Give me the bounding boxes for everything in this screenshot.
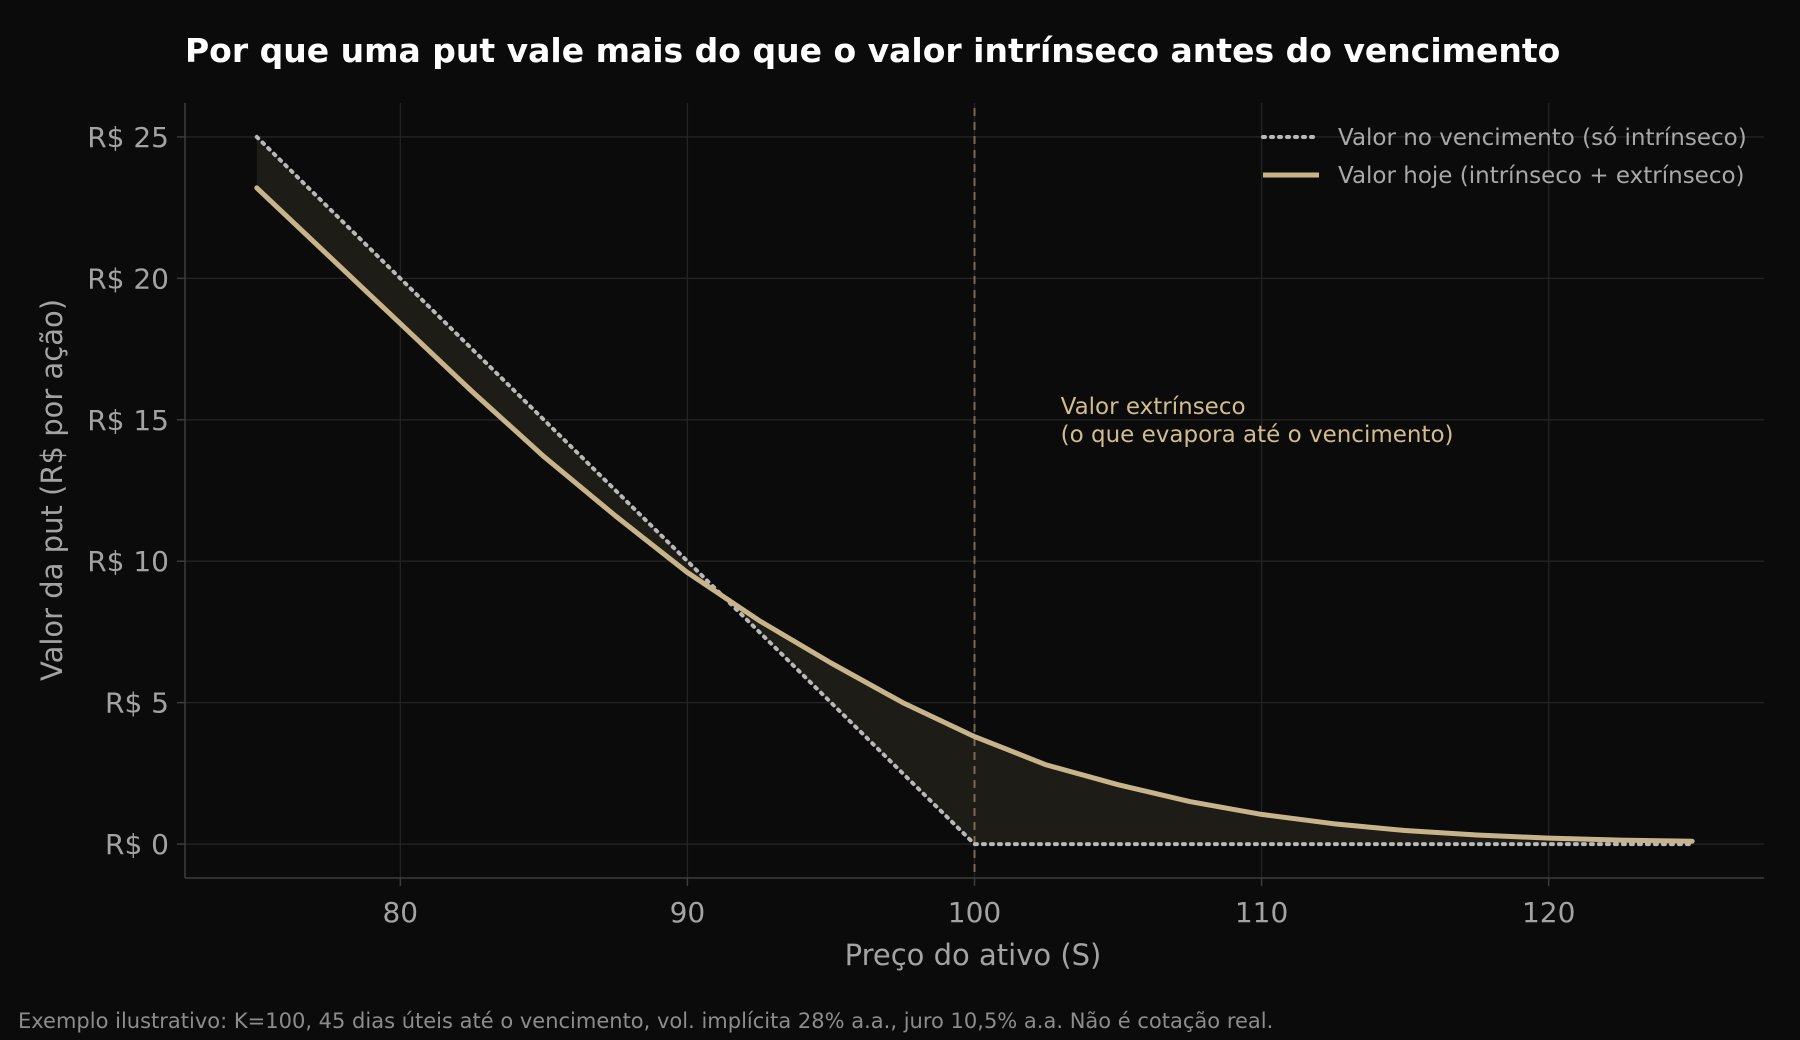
value-today-line: [254, 185, 1695, 844]
y-tick-label: R$ 25: [87, 121, 169, 154]
x-tick-label: 120: [1522, 896, 1575, 929]
y-tick-label: R$ 15: [87, 404, 169, 437]
annotation-line: Valor extrínseco: [1061, 394, 1246, 420]
x-tick-label: 80: [382, 896, 418, 929]
chart-title: Por que uma put vale mais do que o valor…: [185, 31, 1560, 70]
footnote: Exemplo ilustrativo: K=100, 45 dias útei…: [18, 1009, 1273, 1033]
x-tick-label: 90: [670, 896, 706, 929]
y-axis-label: Valor da put (R$ por ação): [35, 299, 69, 681]
x-tick-label: 110: [1235, 896, 1288, 929]
intrinsic-value-line: [254, 134, 1695, 847]
legend-today-label: Valor hoje (intrínseco + extrínseco): [1338, 163, 1745, 189]
y-tick-label: R$ 10: [87, 545, 169, 578]
y-tick-label: R$ 0: [105, 828, 169, 861]
x-tick-label: 100: [948, 896, 1001, 929]
axes: 80 90 100 110 120 R$ 0 R$ 5 R$ 10 R$ 15 R$ 20 R$ 2…: [87, 103, 1764, 929]
plot-area: Valor extrínseco(o que evapora até o ven…: [254, 108, 1695, 878]
y-tick-label: R$ 20: [87, 262, 169, 295]
annotation-line: (o que evapora até o vencimento): [1061, 422, 1454, 448]
y-tick-label: R$ 5: [105, 687, 169, 720]
x-axis-label: Preço do ativo (S): [845, 938, 1102, 972]
legend: Valor no vencimento (só intrínseco) Valor…: [1261, 125, 1747, 189]
legend-intrinsic-label: Valor no vencimento (só intrínseco): [1338, 125, 1747, 151]
